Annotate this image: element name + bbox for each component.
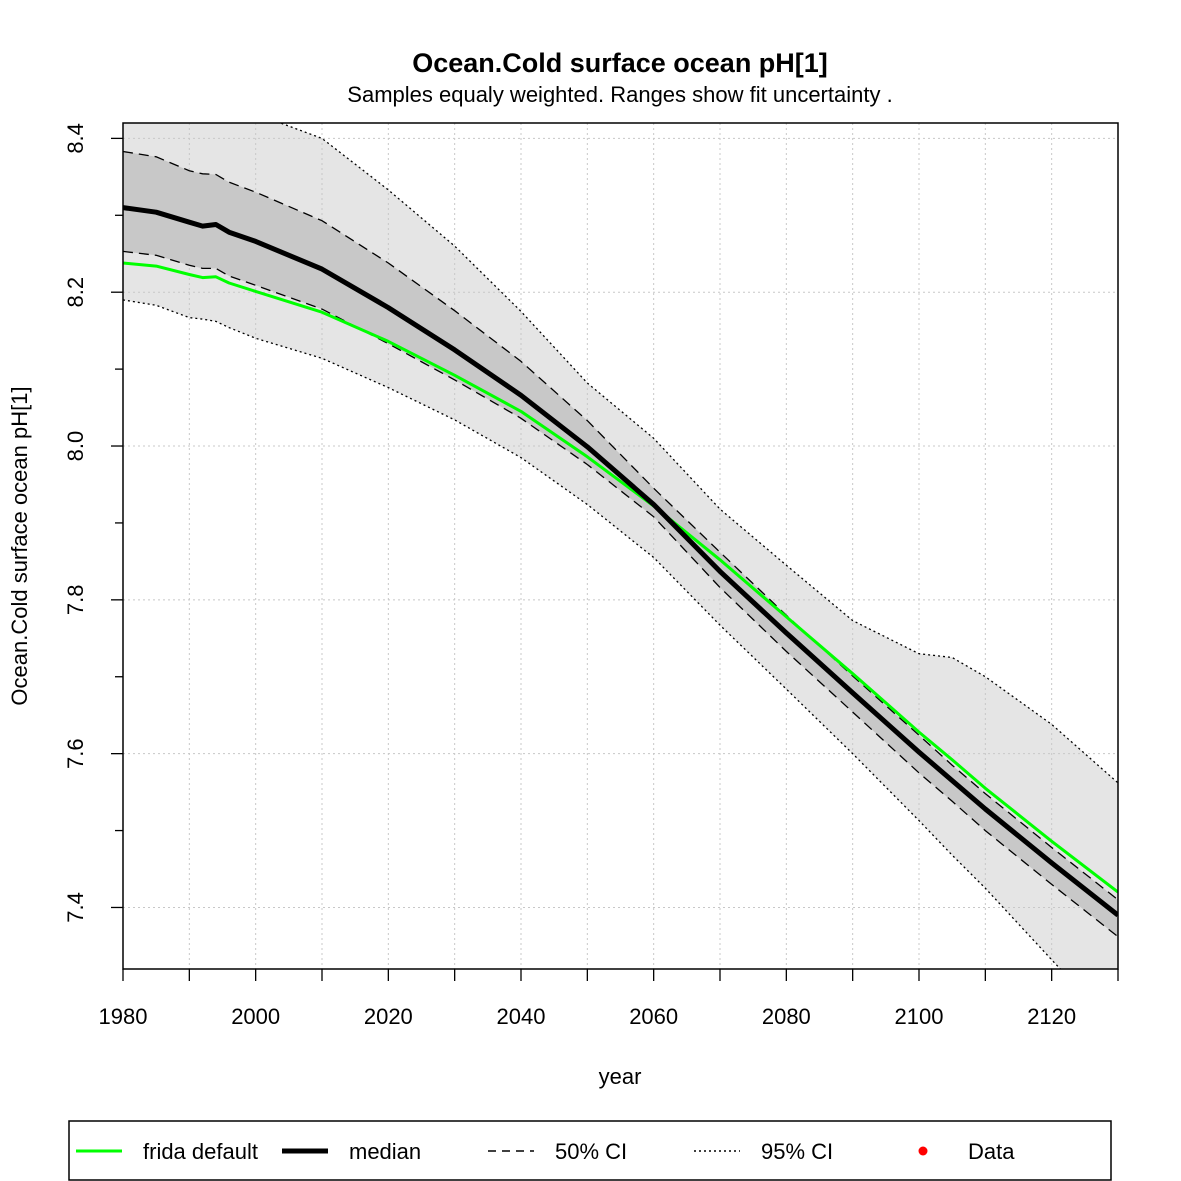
series-line-median [123, 205, 1118, 918]
legend-label-95-ci: 95% CI [761, 1139, 833, 1164]
y-tick-label-8.2: 8.2 [63, 277, 88, 308]
x-tick-label-1980: 1980 [99, 1004, 148, 1029]
series-lines [123, 205, 1118, 918]
legend-label-50-ci: 50% CI [555, 1139, 627, 1164]
legend-box [68, 1120, 1112, 1181]
grid-lines [122, 123, 1118, 969]
ci-boundary-lines [123, 123, 1118, 969]
x-tick-label-2120: 2120 [1027, 1004, 1076, 1029]
y-tick-label-8.4: 8.4 [63, 123, 88, 154]
legend-key-data [918, 1146, 928, 1156]
y-tick-label-7.8: 7.8 [63, 585, 88, 616]
x-tick-label-2020: 2020 [364, 1004, 413, 1029]
x-tick-label-2040: 2040 [497, 1004, 546, 1029]
x-tick-label-2100: 2100 [895, 1004, 944, 1029]
ci-bands [123, 123, 1118, 969]
y-tick-label-8: 8.0 [63, 431, 88, 462]
x-axis: 1980 2000 2020 2040 2060 2080 2100 2120 [99, 969, 1119, 1029]
legend: frida default median 50% CI 95% CI Data [68, 1120, 1112, 1181]
ci50-upper-line [123, 150, 1118, 901]
chart-subtitle: Samples equaly weighted. Ranges show fit… [347, 82, 892, 107]
y-axis-label: Ocean.Cold surface ocean pH[1] [7, 386, 32, 705]
series-line-frida-default [123, 261, 1118, 894]
y-tick-label-7.4: 7.4 [63, 892, 88, 923]
chart-title: Ocean.Cold surface ocean pH[1] [412, 48, 828, 78]
legend-label-frida-default: frida default [143, 1139, 258, 1164]
ci95-lower-line [123, 299, 1062, 969]
plot-frame [122, 122, 1119, 970]
legend-label-data: Data [968, 1139, 1015, 1164]
x-tick-label-2060: 2060 [629, 1004, 678, 1029]
legend-label-median: median [349, 1139, 421, 1164]
x-tick-label-2080: 2080 [762, 1004, 811, 1029]
ci50-lower-line [123, 250, 1118, 938]
y-axis: 7.4 7.6 7.8 8.0 8.2 8.4 [63, 123, 123, 923]
x-axis-label: year [599, 1064, 642, 1089]
x-tick-label-2000: 2000 [231, 1004, 280, 1029]
y-tick-label-7.6: 7.6 [63, 738, 88, 769]
